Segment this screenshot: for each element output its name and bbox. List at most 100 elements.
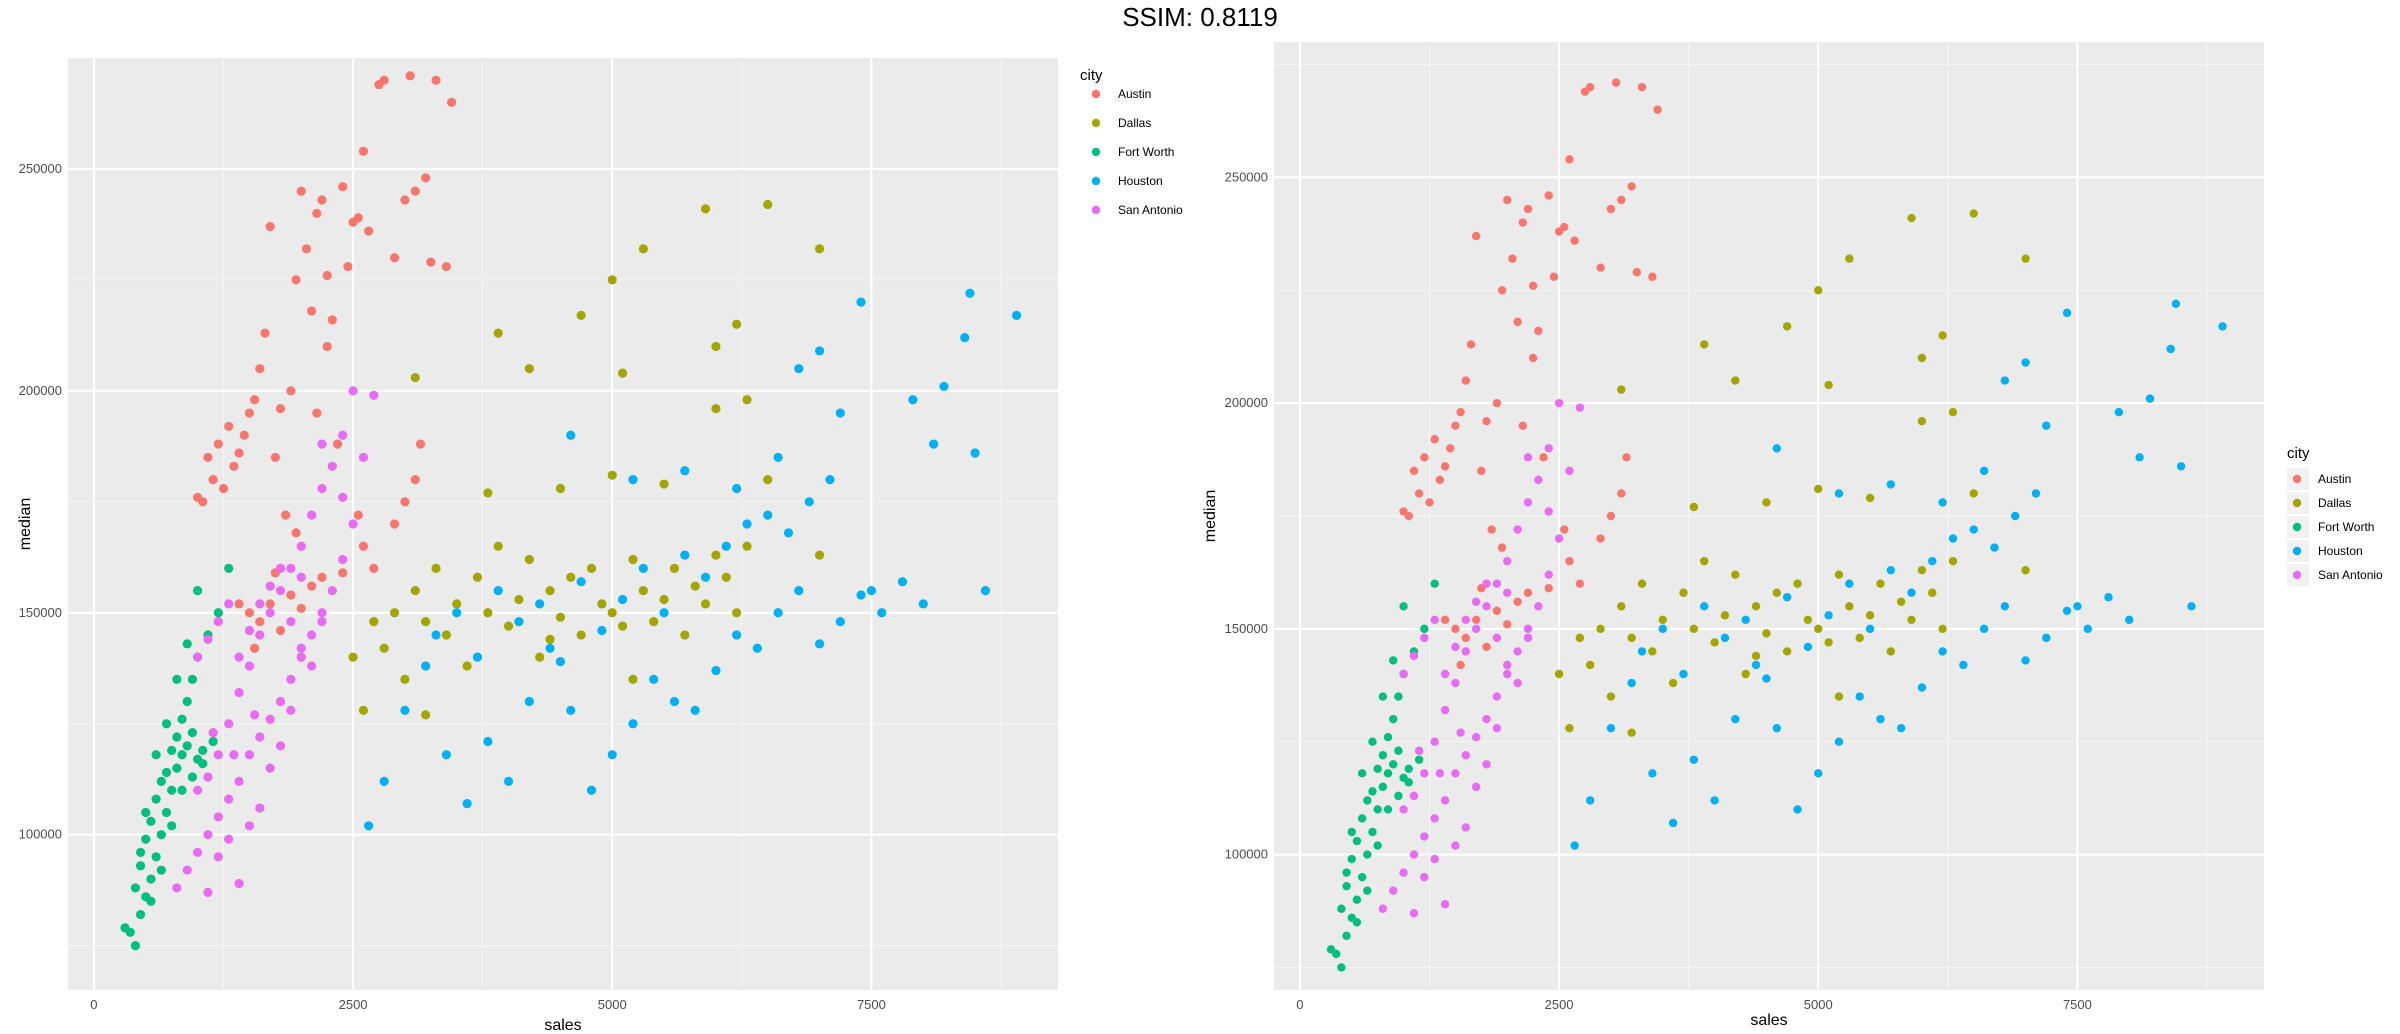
right-point-austin	[1539, 453, 1548, 462]
right-point-san-antonio	[1503, 556, 1512, 566]
left-point-san-antonio	[255, 732, 265, 742]
left-point-austin	[234, 448, 244, 458]
left-point-houston	[721, 541, 731, 551]
left-point-dallas	[369, 617, 379, 627]
left-point-austin	[421, 173, 431, 183]
right-point-dallas	[1845, 602, 1854, 611]
left-point-san-antonio	[213, 812, 223, 822]
left-point-dallas	[524, 554, 534, 565]
left-point-houston	[866, 585, 877, 596]
left-point-austin	[441, 261, 451, 272]
right-point-houston	[2000, 376, 2010, 385]
left-point-houston	[690, 705, 700, 716]
left-point-dallas	[421, 710, 431, 720]
left-point-fort-worth	[130, 883, 140, 893]
left-point-houston	[680, 550, 690, 560]
right-point-houston	[1668, 818, 1678, 828]
left-point-san-antonio	[338, 492, 348, 502]
left-point-houston	[835, 408, 845, 418]
left-point-san-antonio	[213, 852, 223, 862]
left-point-austin	[364, 226, 374, 236]
left-point-fort-worth	[198, 759, 208, 769]
right-point-san-antonio	[1461, 751, 1470, 760]
left-point-austin	[410, 475, 420, 485]
left-point-dallas	[700, 599, 711, 609]
right-point-dallas	[1928, 588, 1937, 597]
right-point-houston	[1606, 723, 1616, 733]
right-point-houston	[2114, 407, 2124, 417]
left-point-san-antonio	[348, 519, 358, 529]
right-point-austin	[1477, 466, 1486, 476]
left-point-fort-worth	[125, 927, 135, 937]
right-point-fort-worth	[1383, 733, 1393, 742]
right-point-houston	[1938, 647, 1947, 656]
left-point-san-antonio	[327, 585, 337, 596]
left-point-austin	[286, 386, 296, 396]
left-point-houston	[472, 652, 483, 662]
right-x-tick-label: 7500	[2063, 997, 2092, 1012]
right-point-austin	[1596, 534, 1605, 543]
right-point-san-antonio	[1440, 900, 1450, 909]
right-point-austin	[1523, 588, 1533, 597]
left-point-austin	[369, 563, 379, 573]
left-point-san-antonio	[244, 821, 255, 831]
right-y-axis-title: median	[1202, 490, 1219, 542]
left-point-austin	[275, 625, 286, 636]
right-point-fort-worth	[1342, 931, 1351, 941]
left-point-houston	[649, 674, 659, 684]
left-point-austin	[286, 590, 296, 600]
right-point-dallas	[1938, 331, 1947, 340]
right-point-houston	[2218, 322, 2227, 331]
left-point-san-antonio	[203, 887, 213, 897]
right-point-dallas	[1907, 615, 1916, 625]
right-point-austin	[1503, 195, 1512, 205]
right-point-houston	[1990, 543, 1999, 552]
left-point-dallas	[814, 244, 825, 254]
left-legend-label-houston: Houston	[1118, 174, 1163, 188]
left-point-dallas	[410, 372, 420, 383]
right-point-san-antonio	[1430, 814, 1439, 823]
left-point-houston	[638, 563, 648, 573]
left-point-houston	[939, 381, 949, 392]
right-point-houston	[1570, 841, 1579, 850]
right-point-dallas	[1855, 633, 1864, 643]
left-point-san-antonio	[275, 696, 286, 707]
left-point-houston	[545, 643, 555, 653]
right-point-san-antonio	[1451, 642, 1460, 652]
right-y-tick-label: 150000	[1225, 621, 1268, 636]
left-point-dallas	[545, 634, 555, 644]
right-point-san-antonio	[1471, 597, 1481, 606]
left-point-houston	[503, 776, 514, 787]
right-point-fort-worth	[1399, 602, 1408, 611]
left-point-fort-worth	[156, 865, 166, 875]
right-point-san-antonio	[1409, 850, 1419, 859]
right-point-houston	[1855, 692, 1864, 701]
left-point-austin	[307, 581, 317, 591]
left-legend-label-san-antonio: San Antonio	[1118, 203, 1183, 217]
left-point-austin	[239, 430, 249, 440]
left-point-fort-worth	[167, 745, 177, 755]
right-point-dallas	[1585, 660, 1595, 670]
left-point-houston	[877, 608, 887, 618]
left-point-san-antonio	[255, 803, 265, 813]
right-point-houston	[1969, 525, 1978, 534]
right-point-dallas	[1762, 498, 1771, 507]
right-point-dallas	[1772, 588, 1781, 597]
right-point-san-antonio	[1451, 841, 1460, 850]
left-point-houston	[566, 705, 576, 716]
left-point-houston	[783, 528, 794, 538]
left-point-austin	[410, 186, 420, 196]
left-point-austin	[379, 75, 389, 85]
right-point-houston	[1979, 624, 1989, 634]
left-point-san-antonio	[275, 585, 286, 596]
right-point-austin	[1503, 620, 1512, 629]
right-legend-label-dallas: Dallas	[2318, 496, 2351, 510]
left-legend-key-houston	[1091, 176, 1101, 186]
right-point-dallas	[1710, 638, 1719, 647]
left-point-austin	[426, 257, 436, 267]
left-point-fort-worth	[208, 736, 218, 747]
right-point-austin	[1596, 263, 1605, 272]
right-point-dallas	[2021, 254, 2030, 263]
right-point-dallas	[1824, 380, 1833, 390]
